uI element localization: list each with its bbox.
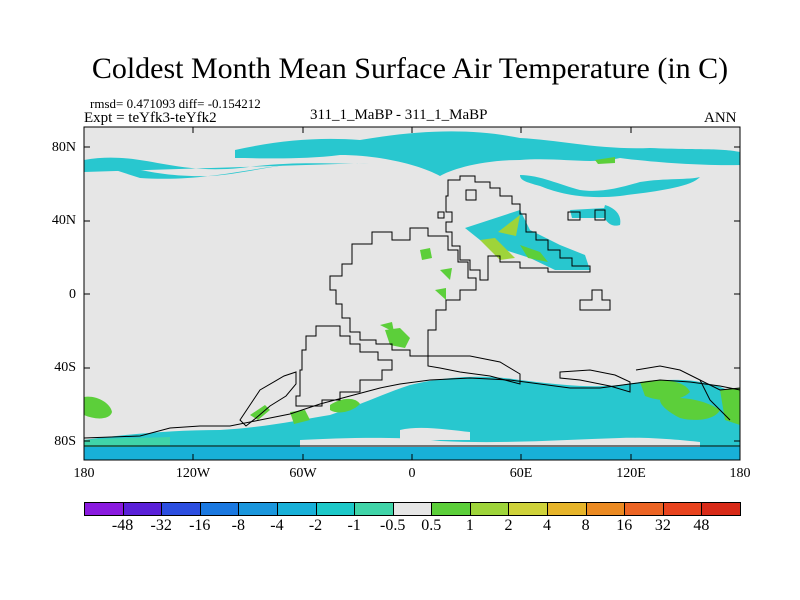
colorbar-segment bbox=[238, 502, 278, 516]
colorbar-label: 4 bbox=[543, 517, 552, 534]
axis-ticks bbox=[84, 127, 740, 460]
colorbar-label: -4 bbox=[270, 517, 284, 534]
colorbar-segment bbox=[199, 502, 240, 516]
season-text: ANN bbox=[704, 110, 737, 126]
coastlines bbox=[83, 175, 741, 447]
colorbar-segment bbox=[161, 502, 201, 516]
colorbar-segment bbox=[354, 502, 394, 516]
colorbar-label: 8 bbox=[581, 517, 590, 534]
colorbar-segment bbox=[122, 502, 163, 516]
colorbar-label: 0.5 bbox=[421, 517, 442, 534]
colorbar-label: -32 bbox=[150, 517, 172, 534]
colorbar-label: -48 bbox=[111, 517, 134, 534]
x-tick-60w: 60W bbox=[289, 466, 317, 481]
colorbar-label: -8 bbox=[231, 517, 245, 534]
colorbar-segment bbox=[624, 502, 664, 516]
colorbar-label: -2 bbox=[308, 517, 323, 534]
colorbar-segment bbox=[701, 502, 741, 516]
colorbar-label: 32 bbox=[654, 517, 671, 534]
colorbar-segment bbox=[84, 502, 124, 516]
colorbar-segment bbox=[392, 502, 433, 516]
colorbar-segment bbox=[662, 502, 703, 516]
colorbar-segment bbox=[276, 502, 317, 516]
colorbar-segment bbox=[431, 502, 471, 516]
colorbar-segment bbox=[315, 502, 356, 516]
colorbar-label: -1 bbox=[347, 517, 361, 534]
colorbar-label: 48 bbox=[693, 517, 710, 534]
colorbar-label: -0.5 bbox=[380, 517, 406, 534]
colorbar-label: -16 bbox=[189, 517, 211, 534]
x-tick-120e: 120E bbox=[616, 466, 646, 481]
x-tick-180e: 180 bbox=[729, 466, 751, 481]
x-tick-120w: 120W bbox=[175, 466, 211, 481]
colorbar-segment bbox=[585, 502, 626, 516]
colorbar-label: 2 bbox=[504, 517, 513, 534]
x-tick-60e: 60E bbox=[509, 466, 533, 481]
subtitle-text: 311_1_MaBP - 311_1_MaBP bbox=[310, 107, 488, 123]
colorbar-segment bbox=[547, 502, 587, 516]
colorbar-label: 16 bbox=[616, 517, 633, 534]
y-tick-80s: 80S bbox=[54, 434, 76, 449]
x-tick-0: 0 bbox=[408, 466, 416, 481]
anomaly-fields bbox=[84, 131, 740, 460]
y-tick-80n: 80N bbox=[51, 140, 76, 155]
y-tick-40n: 40N bbox=[51, 213, 76, 228]
y-tick-0: 0 bbox=[69, 287, 76, 302]
stats-text: rmsd= 0.471093 diff= -0.154212 bbox=[90, 96, 261, 111]
colorbar-segment bbox=[469, 502, 510, 516]
map-title: Coldest Month Mean Surface Air Temperatu… bbox=[91, 52, 729, 85]
expt-text: Expt = teYfk3-teYfk2 bbox=[84, 110, 217, 126]
x-tick-180w: 180 bbox=[73, 466, 95, 481]
colorbar-segment bbox=[508, 502, 549, 516]
colorbar-label: 1 bbox=[465, 517, 474, 534]
y-tick-40s: 40S bbox=[54, 360, 76, 375]
